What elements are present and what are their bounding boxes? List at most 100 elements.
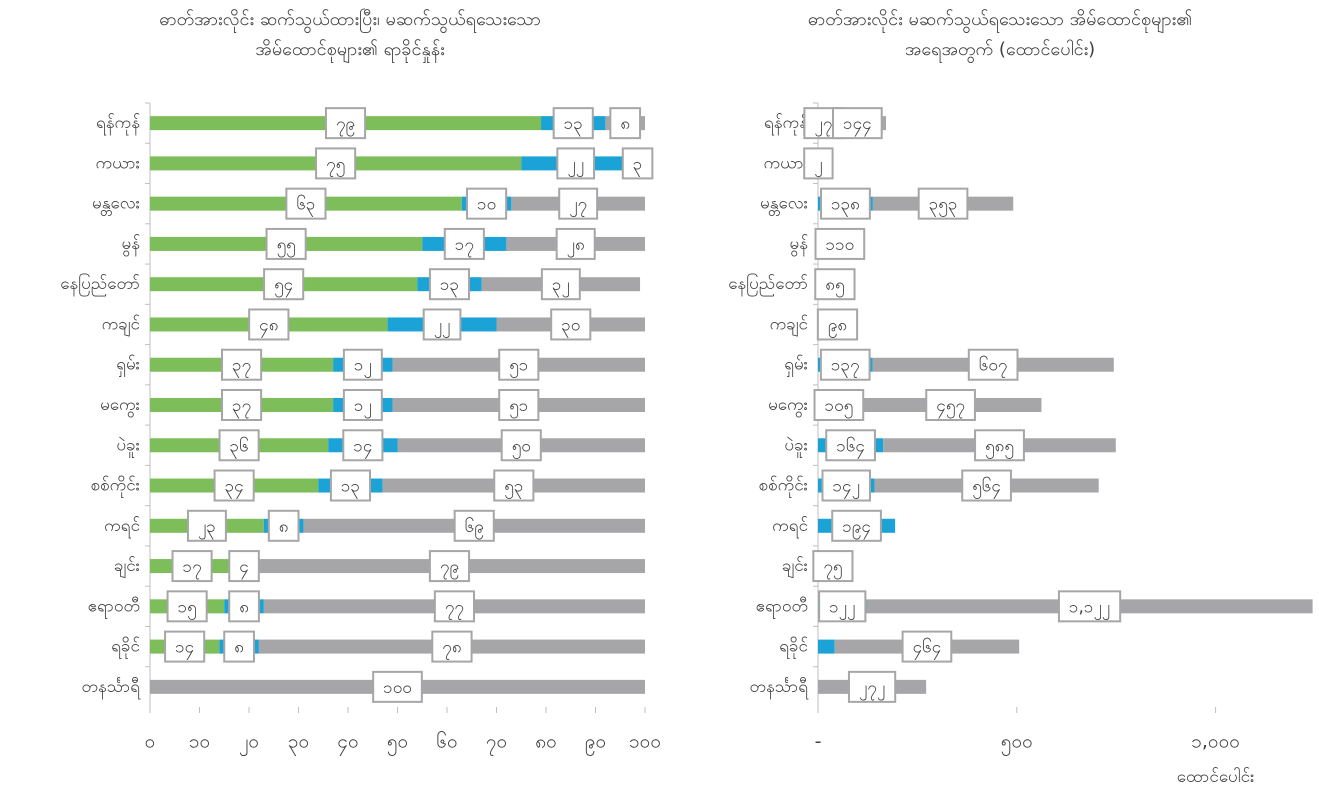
data-label: ၄	[239, 557, 249, 580]
x-tick-label: ၅၀၀	[1001, 731, 1033, 757]
data-label: ၁၄၂	[832, 477, 859, 500]
data-label-box	[218, 429, 260, 462]
y-tick-label: ကရင်	[104, 516, 140, 539]
x-tick-label: ၆၀	[436, 730, 457, 753]
data-label-box	[814, 268, 856, 301]
data-label-box	[493, 469, 535, 502]
data-label-box	[466, 187, 508, 220]
data-label: ၅၃	[504, 477, 523, 500]
x-tick-label: ၁,၀၀၀	[1191, 731, 1240, 753]
data-label-box	[221, 389, 263, 421]
data-label-box	[556, 147, 596, 180]
data-label-box	[901, 630, 953, 663]
y-tick-label: ကယား	[764, 153, 808, 173]
y-tick-label: ရန်ကုန်	[96, 113, 140, 136]
y-tick-label: ရခိုင်	[779, 637, 808, 660]
data-label: ၈	[620, 114, 630, 134]
y-tick-label: မွန်	[121, 234, 140, 257]
bar-segment	[818, 639, 835, 654]
x-tick-label: ၅၀	[387, 731, 408, 757]
data-label-box	[342, 389, 383, 421]
data-label-box	[818, 590, 867, 623]
y-tick-label: မကွေး	[768, 395, 808, 418]
x-tick-label: ၈၀	[535, 731, 557, 753]
data-label-box	[814, 227, 866, 260]
data-label-box	[329, 469, 372, 502]
data-label: ၂၂	[434, 315, 451, 338]
data-label: ၇၅	[326, 154, 345, 177]
data-label: ၁,၁၂၂	[1069, 597, 1110, 620]
data-label: ၁၇	[183, 557, 202, 580]
data-label: ၉၈	[828, 315, 847, 338]
data-label-box	[825, 429, 876, 462]
data-label: ၂၂	[567, 154, 584, 177]
data-label-box	[324, 107, 367, 140]
data-label: ၄၈	[259, 315, 278, 338]
y-tick-label: မန္တလေး	[92, 194, 140, 217]
data-label: ၆၃	[296, 194, 315, 218]
data-label-box	[831, 509, 882, 542]
y-tick-label: ချင်း	[114, 556, 140, 579]
chart-title: ဓာတ်အားလိုင်း ဆက်သွယ်ထားပြီး၊ မဆက်သွယ်ရသ…	[159, 9, 541, 33]
y-tick-label: ကချင်	[770, 314, 808, 337]
data-label: ၈	[239, 597, 249, 617]
y-tick-label: ရှမ်း	[784, 355, 808, 378]
data-label-box	[961, 469, 1012, 502]
data-label: ၂	[814, 154, 822, 177]
data-label: ၁၀၅	[825, 396, 854, 419]
data-label-box	[433, 590, 475, 623]
data-label: ၂၇	[569, 195, 587, 218]
data-label-box	[803, 147, 834, 180]
data-label-box	[925, 389, 976, 421]
data-label: ၁၃၇	[831, 356, 860, 379]
data-label: ၁၄	[175, 638, 194, 661]
data-label: ၁၀၀	[383, 678, 412, 698]
data-label-box	[917, 187, 969, 220]
data-label-box	[621, 147, 654, 180]
data-label-box	[228, 550, 260, 583]
data-label-box	[223, 630, 255, 663]
data-label-box	[166, 590, 208, 623]
data-label: ၂၇၂	[859, 678, 885, 701]
data-label: ၂၇	[814, 114, 832, 137]
x-tick-label: ၄၀	[337, 731, 358, 757]
data-label: ၁၄	[353, 436, 372, 459]
data-label: ၅၁	[509, 356, 528, 379]
data-label: ၇၅	[823, 557, 842, 580]
data-label: ၁၀	[477, 195, 496, 215]
y-tick-label: မန္တလေး	[760, 194, 808, 217]
data-label-box	[342, 429, 384, 462]
data-label-box	[431, 630, 473, 663]
data-label: ၁၂	[354, 356, 372, 379]
data-label: ၈၅	[825, 275, 844, 298]
data-label: ၁၄၄	[843, 114, 872, 137]
data-label-box	[832, 107, 883, 140]
data-label: ၃၇	[232, 356, 251, 379]
y-tick-label: ကရင်	[772, 516, 808, 539]
y-tick-label: ပဲခူး	[784, 435, 808, 458]
data-label: ၃၀	[561, 315, 580, 338]
data-label: ၃၆	[230, 435, 249, 459]
data-label-box	[428, 268, 471, 301]
y-tick-label: နေပြည်တော်	[60, 272, 140, 297]
data-label-box	[820, 187, 871, 220]
data-label: ၃၄	[225, 477, 244, 500]
data-label: ၃၅၃	[929, 195, 958, 218]
data-label: ၂၃	[198, 517, 216, 540]
chart-title: အိမ်ထောင်စုများ၏ ရာခိုင်နှုန်း	[255, 39, 444, 63]
y-tick-label: တနင်္သာရီ	[81, 677, 141, 700]
y-tick-label: တနင်္သာရီ	[749, 677, 809, 700]
data-label-box	[164, 630, 206, 663]
data-label: ၇၇	[445, 597, 464, 620]
data-label: ၁၃	[440, 275, 459, 298]
data-label: ၅၆၄	[972, 476, 1001, 500]
data-label: ၃၇	[232, 396, 251, 419]
chart-title: အရေအတွက် (ထောင်ပေါင်း)	[905, 39, 1095, 63]
data-label-box	[213, 469, 255, 502]
data-label-box	[285, 187, 327, 220]
data-label: ၁၂	[354, 396, 372, 419]
data-label-box	[186, 509, 227, 542]
data-label: ၅၁	[509, 396, 528, 419]
x-tick-label: ၉၀	[585, 731, 606, 757]
